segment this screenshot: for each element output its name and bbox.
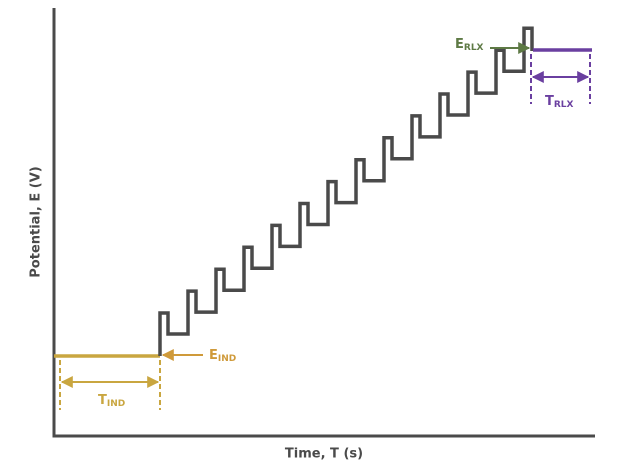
x-axis-label: Time, T (s) (285, 447, 363, 462)
t-ind-label: TIND (98, 393, 125, 409)
staircase-waveform (158, 26, 534, 356)
t-rlx-label: TRLX (545, 94, 574, 110)
y-axis-label: Potential, E (V) (29, 166, 44, 277)
axes (52, 8, 595, 438)
e-rlx-label: ERLX (455, 37, 484, 53)
e-ind-label: EIND (209, 348, 236, 364)
